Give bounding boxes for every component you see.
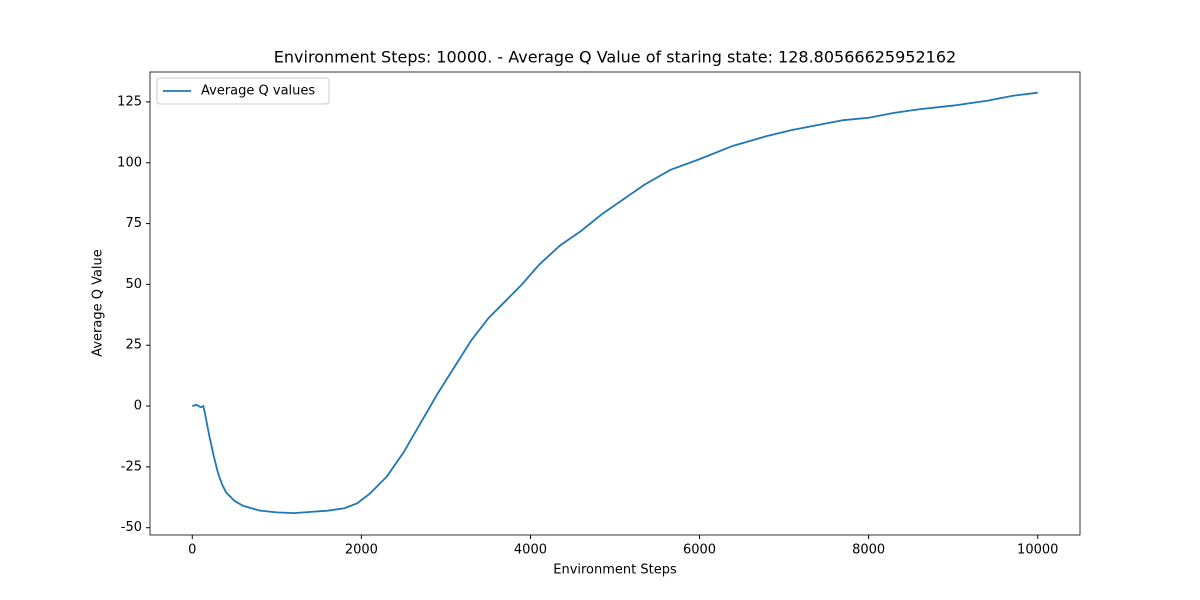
x-tick-label: 0: [188, 543, 196, 558]
x-axis-label: Environment Steps: [553, 563, 677, 578]
x-tick-label: 10000: [1017, 543, 1058, 558]
x-tick-label: 4000: [514, 543, 547, 558]
y-tick-label: 125: [117, 94, 142, 109]
x-tick-label: 2000: [345, 543, 378, 558]
data-line: [192, 91, 1038, 515]
y-tick-label: 100: [117, 155, 142, 170]
x-tick-label: 6000: [683, 543, 716, 558]
plot-area: [149, 71, 1081, 536]
y-tick-label: 0: [134, 399, 142, 414]
chart-title: Environment Steps: 10000. - Average Q Va…: [274, 48, 956, 67]
y-tick-label: -50: [121, 520, 142, 535]
y-tick-label: -25: [121, 459, 142, 474]
y-axis-label: Average Q Value: [91, 249, 106, 357]
x-tick-label: 8000: [852, 543, 885, 558]
y-tick-label: 50: [125, 277, 142, 292]
legend-box: [156, 77, 330, 105]
y-tick-label: 25: [125, 338, 142, 353]
y-tick-label: 75: [125, 216, 142, 231]
legend-label: Average Q values: [201, 84, 315, 99]
